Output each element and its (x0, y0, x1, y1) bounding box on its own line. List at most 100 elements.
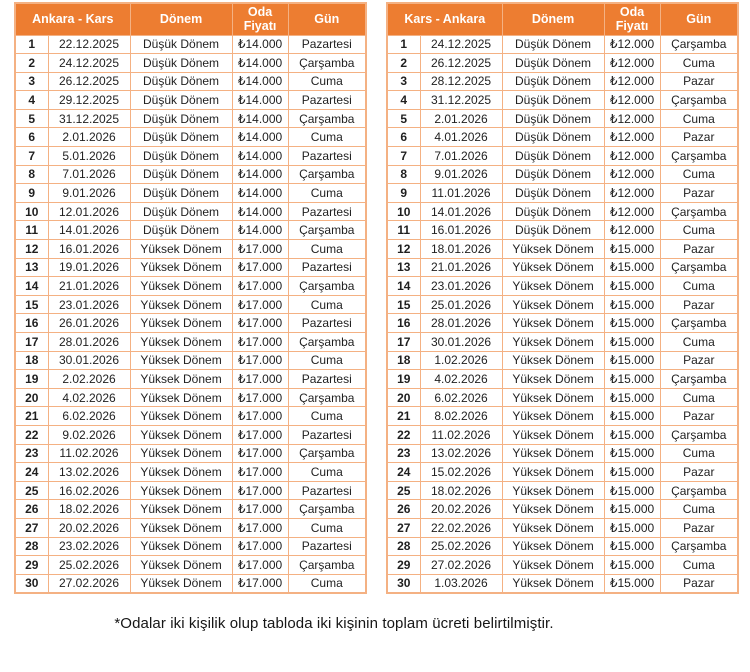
weekday: Pazar (659, 462, 739, 482)
room-price: ₺17.000 (231, 536, 289, 557)
table-row: 28 23.02.2026 Yüksek Dönem ₺17.000 Pazartesi (14, 536, 367, 557)
season: Yüksek Dönem (129, 536, 233, 557)
season: Yüksek Dönem (129, 387, 233, 408)
departure-date: 1.03.2026 (419, 573, 503, 594)
room-price: ₺12.000 (603, 71, 661, 92)
season: Düşük Dönem (501, 71, 605, 92)
season: Yüksek Dönem (129, 276, 233, 296)
season: Yüksek Dönem (501, 239, 605, 259)
season: Yüksek Dönem (501, 462, 605, 482)
row-number: 1 (14, 34, 49, 55)
table-row: 3 26.12.2025 Düşük Dönem ₺14.000 Cuma (14, 71, 367, 92)
departure-date: 7.01.2026 (419, 146, 503, 166)
row-number: 15 (386, 294, 421, 315)
weekday: Pazartesi (287, 201, 367, 222)
season: Yüksek Dönem (501, 499, 605, 519)
row-number: 29 (386, 555, 421, 575)
table-row: 11 14.01.2026 Düşük Dönem ₺14.000 Çarşamba (14, 220, 367, 241)
table-row: 14 21.01.2026 Yüksek Dönem ₺17.000 Çarşamba (14, 276, 367, 296)
weekday: Çarşamba (659, 424, 739, 445)
season: Düşük Dönem (129, 164, 233, 185)
row-number: 25 (14, 480, 49, 501)
table-row: 18 30.01.2026 Yüksek Dönem ₺17.000 Cuma (14, 350, 367, 371)
table-row: 21 6.02.2026 Yüksek Dönem ₺17.000 Cuma (14, 406, 367, 426)
room-price: ₺15.000 (603, 406, 661, 426)
weekday: Çarşamba (287, 555, 367, 575)
room-price: ₺17.000 (231, 313, 289, 333)
weekday: Çarşamba (287, 276, 367, 296)
season: Yüksek Dönem (501, 536, 605, 557)
season: Yüksek Dönem (129, 332, 233, 352)
season: Düşük Dönem (501, 164, 605, 185)
table-row: 9 11.01.2026 Düşük Dönem ₺12.000 Pazar (386, 183, 739, 203)
room-price: ₺15.000 (603, 313, 661, 333)
departure-date: 14.01.2026 (419, 201, 503, 222)
room-price: ₺15.000 (603, 536, 661, 557)
table-row: 28 25.02.2026 Yüksek Dönem ₺15.000 Çarşamba (386, 536, 739, 557)
row-number: 6 (14, 127, 49, 148)
room-price: ₺12.000 (603, 108, 661, 129)
column-header-room-price: Oda Fiyatı (231, 2, 289, 36)
weekday: Çarşamba (659, 34, 739, 55)
room-price: ₺12.000 (603, 127, 661, 148)
room-price: ₺15.000 (603, 239, 661, 259)
weekday: Cuma (659, 108, 739, 129)
departure-date: 11.02.2026 (419, 424, 503, 445)
row-number: 4 (14, 90, 49, 110)
season: Yüksek Dönem (129, 573, 233, 594)
row-number: 27 (14, 517, 49, 538)
weekday: Cuma (287, 71, 367, 92)
table-row: 10 14.01.2026 Düşük Dönem ₺12.000 Çarşamba (386, 201, 739, 222)
row-number: 3 (14, 71, 49, 92)
departure-date: 21.01.2026 (47, 276, 131, 296)
row-number: 12 (386, 239, 421, 259)
season: Düşük Dönem (501, 127, 605, 148)
room-price: ₺15.000 (603, 332, 661, 352)
table-row: 17 28.01.2026 Yüksek Dönem ₺17.000 Çarşamba (14, 332, 367, 352)
room-price: ₺17.000 (231, 480, 289, 501)
room-price: ₺12.000 (603, 201, 661, 222)
row-number: 7 (14, 146, 49, 166)
row-number: 12 (14, 239, 49, 259)
season: Yüksek Dönem (129, 350, 233, 371)
departure-date: 4.02.2026 (419, 369, 503, 389)
table-row: 5 31.12.2025 Düşük Dönem ₺14.000 Çarşamba (14, 108, 367, 129)
departure-date: 18.02.2026 (419, 480, 503, 501)
season: Düşük Dönem (501, 146, 605, 166)
table-row: 4 29.12.2025 Düşük Dönem ₺14.000 Pazartesi (14, 90, 367, 110)
table-row: 5 2.01.2026 Düşük Dönem ₺12.000 Cuma (386, 108, 739, 129)
departure-date: 14.01.2026 (47, 220, 131, 241)
departure-date: 13.02.2026 (47, 462, 131, 482)
season: Yüksek Dönem (129, 239, 233, 259)
weekday: Pazar (659, 294, 739, 315)
departure-date: 25.02.2026 (419, 536, 503, 557)
weekday: Çarşamba (287, 53, 367, 73)
departure-date: 9.01.2026 (47, 183, 131, 203)
table-row: 7 5.01.2026 Düşük Dönem ₺14.000 Pazartesi (14, 146, 367, 166)
room-price: ₺17.000 (231, 294, 289, 315)
season: Düşük Dönem (129, 34, 233, 55)
departure-date: 12.01.2026 (47, 201, 131, 222)
table-row: 11 16.01.2026 Düşük Dönem ₺12.000 Cuma (386, 220, 739, 241)
departure-date: 26.12.2025 (419, 53, 503, 73)
season: Yüksek Dönem (501, 424, 605, 445)
row-number: 23 (14, 443, 49, 464)
weekday: Cuma (287, 183, 367, 203)
season: Düşük Dönem (501, 34, 605, 55)
weekday: Cuma (659, 499, 739, 519)
room-price: ₺17.000 (231, 517, 289, 538)
weekday: Çarşamba (659, 536, 739, 557)
table-row: 25 18.02.2026 Yüksek Dönem ₺15.000 Çarşamba (386, 480, 739, 501)
room-price: ₺14.000 (231, 183, 289, 203)
weekday: Çarşamba (287, 164, 367, 185)
table-row: 29 27.02.2026 Yüksek Dönem ₺15.000 Cuma (386, 555, 739, 575)
row-number: 22 (386, 424, 421, 445)
room-price: ₺17.000 (231, 499, 289, 519)
room-price: ₺12.000 (603, 220, 661, 241)
row-number: 16 (386, 313, 421, 333)
row-number: 3 (386, 71, 421, 92)
departure-date: 26.01.2026 (47, 313, 131, 333)
row-number: 11 (14, 220, 49, 241)
departure-date: 20.02.2026 (419, 499, 503, 519)
weekday: Cuma (659, 443, 739, 464)
